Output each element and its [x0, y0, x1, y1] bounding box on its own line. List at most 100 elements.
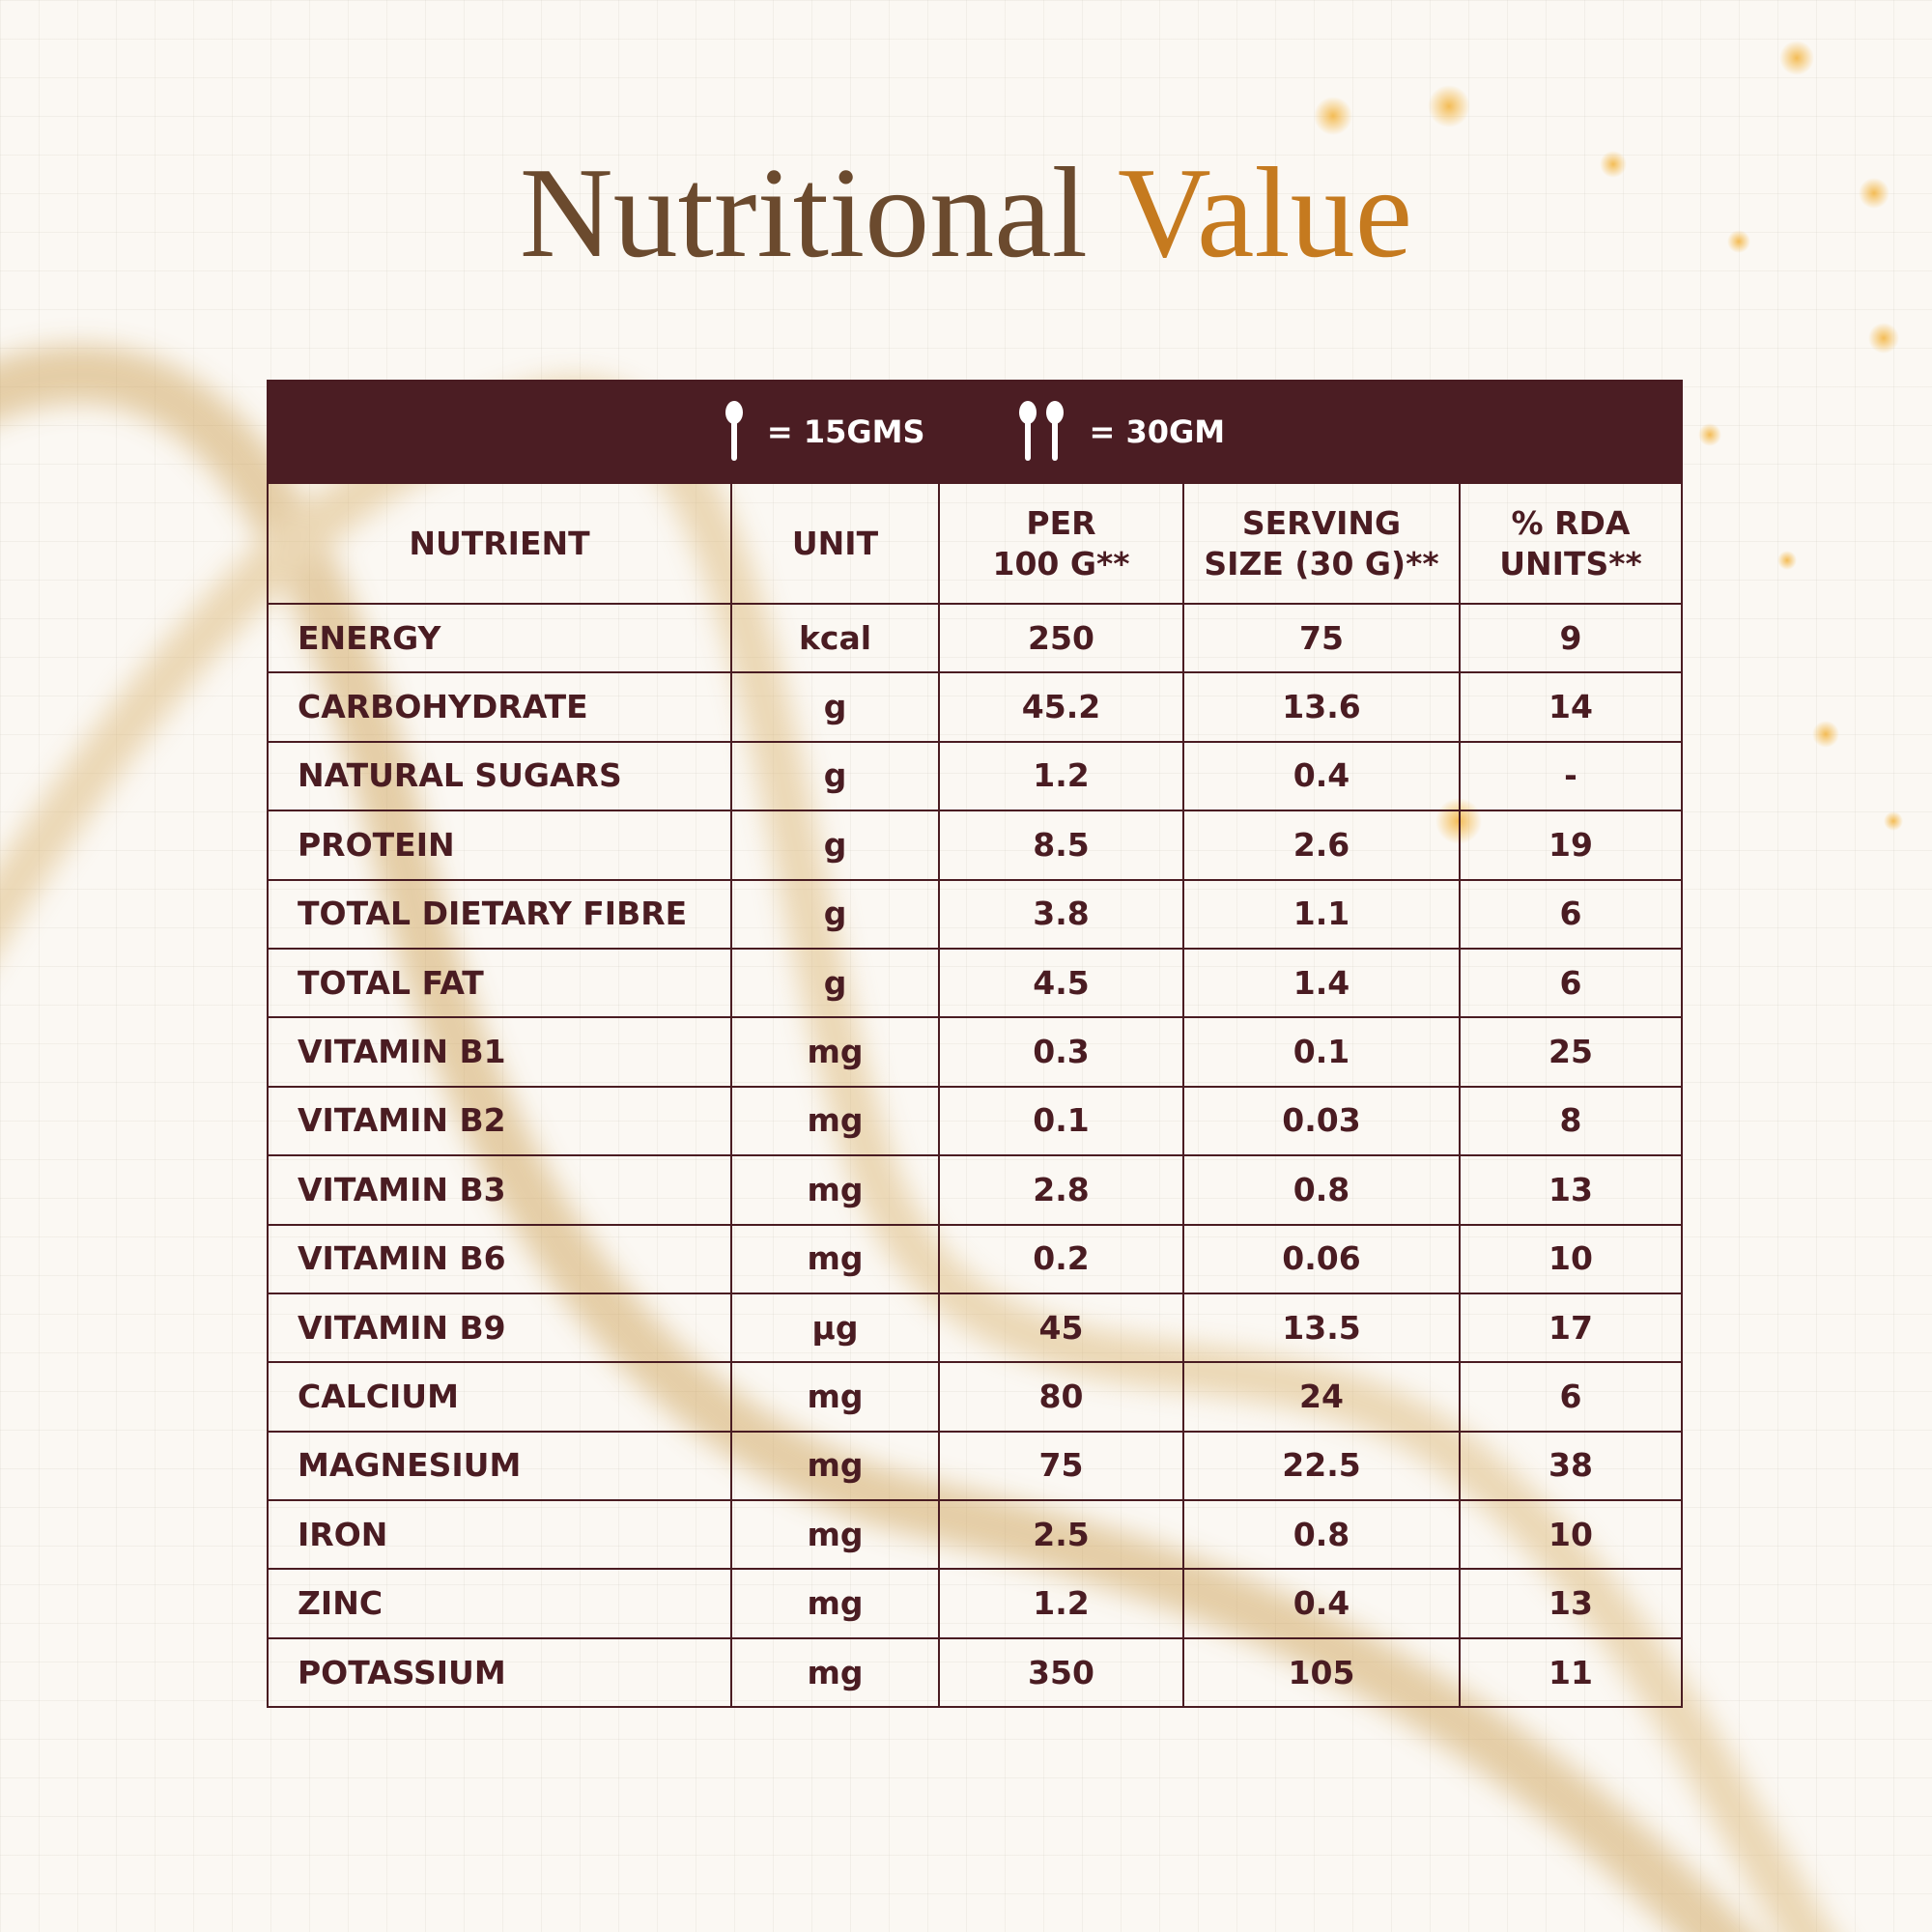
serving-label: = 30GM [1089, 413, 1226, 450]
nutrition-table: = 15GMS = 30GM NUTRIENT UNIT PER 100 G** SER… [267, 380, 1683, 1709]
table-cell: 1.1 [1182, 880, 1459, 948]
nutrient-name: VITAMIN B1 [298, 1033, 506, 1071]
table-cell: g [730, 949, 938, 1017]
table-cell: 0.4 [1182, 1570, 1459, 1637]
nutrient-name: ENERGY [298, 618, 441, 657]
table-cell: mg [730, 1018, 938, 1086]
header-cell: UNIT [730, 484, 938, 603]
table-cell: 350 [938, 1638, 1182, 1707]
table-cell: 0.03 [1182, 1087, 1459, 1155]
table-cell: g [730, 673, 938, 741]
table-cell: 13 [1459, 1156, 1681, 1224]
header-line: NUTRIENT [409, 524, 590, 562]
table-cell: 14 [1459, 673, 1681, 741]
table-row: VITAMIN B6 mg 0.2 0.06 10 [269, 1223, 1681, 1293]
table-cell: 0.8 [1182, 1156, 1459, 1224]
table-cell: mg [730, 1432, 938, 1500]
table-cell: 25 [1459, 1018, 1681, 1086]
nutrient-name: VITAMIN B2 [298, 1101, 506, 1140]
table-cell: 24 [1182, 1363, 1459, 1431]
header-line: UNITS** [1499, 544, 1642, 582]
table-cell: 13 [1459, 1570, 1681, 1637]
table-cell: 75 [938, 1432, 1182, 1500]
table-cell: 6 [1459, 1363, 1681, 1431]
table-cell: 6 [1459, 949, 1681, 1017]
table-cell: mg [730, 1501, 938, 1569]
nutrient-name: IRON [298, 1515, 388, 1553]
table-row: NATURAL SUGARS g 1.2 0.4- [269, 740, 1681, 810]
nutrient-name: CARBOHYDRATE [298, 688, 588, 726]
table-row: CALCIUM mg 80 24 6 [269, 1361, 1681, 1431]
table-cell: 2.5 [938, 1501, 1182, 1569]
table-row: PROTEIN g 8.5 2.6 19 [269, 810, 1681, 879]
header-line: SIZE (30 G)** [1204, 544, 1439, 582]
title-part: Value [1118, 141, 1413, 284]
title-part: Nutritional [519, 141, 1088, 284]
table-cell: g [730, 880, 938, 948]
nutrient-name: TOTAL DIETARY FIBRE [298, 895, 688, 933]
header-line: PER [1026, 503, 1096, 542]
nutrient-name: PROTEIN [298, 825, 455, 864]
table-cell: 0.3 [938, 1018, 1182, 1086]
serving-item: = 30GM [1018, 401, 1226, 463]
table-row: ZINC mg 1.2 0.4 13 [269, 1568, 1681, 1637]
nutrient-name: VITAMIN B9 [298, 1308, 506, 1347]
table-cell: 9 [1459, 605, 1681, 672]
serving-label: = 15GMS [766, 413, 925, 450]
table-cell: - [1459, 742, 1681, 810]
table-row: VITAMIN B9 µg 45 13.5 17 [269, 1292, 1681, 1362]
header-cell: % RDA UNITS** [1459, 484, 1681, 603]
nutrient-name: CALCIUM [298, 1377, 459, 1415]
table-cell: 0.2 [938, 1225, 1182, 1293]
header-line: SERVING [1241, 503, 1402, 542]
table-row: VITAMIN B1 mg 0.3 0.1 25 [269, 1016, 1681, 1086]
table-cell: 17 [1459, 1293, 1681, 1362]
table-row: TOTAL FAT g 4.5 1.4 6 [269, 947, 1681, 1017]
table-cell: 13.5 [1182, 1293, 1459, 1362]
table-cell: mg [730, 1156, 938, 1224]
table-cell: 105 [1182, 1638, 1459, 1707]
table-cell: 1.2 [938, 1570, 1182, 1637]
nutrient-name: TOTAL FAT [298, 963, 484, 1002]
spoon-icon [724, 401, 743, 461]
table-cell: kcal [730, 605, 938, 672]
table-cell: 11 [1459, 1638, 1681, 1707]
nutrient-name: ZINC [298, 1584, 384, 1623]
nutrient-name: VITAMIN B3 [298, 1170, 506, 1208]
header-row: NUTRIENT UNIT PER 100 G** SERVING SIZE (30 G)… [269, 482, 1681, 603]
header-line: 100 G** [992, 544, 1130, 582]
table-cell: 8.5 [938, 811, 1182, 879]
table-cell: mg [730, 1225, 938, 1293]
table-row: CARBOHYDRATE g 45.2 13.6 14 [269, 671, 1681, 741]
table-cell: 1.4 [1182, 949, 1459, 1017]
table-cell: mg [730, 1570, 938, 1637]
table-cell: 19 [1459, 811, 1681, 879]
table-cell: 80 [938, 1363, 1182, 1431]
table-cell: 3.8 [938, 880, 1182, 948]
nutrient-name: NATURAL SUGARS [298, 756, 622, 795]
table-cell: mg [730, 1087, 938, 1155]
table-row: VITAMIN B2 mg 0.1 0.03 8 [269, 1085, 1681, 1155]
nutrient-name: MAGNESIUM [298, 1446, 522, 1485]
table-cell: g [730, 811, 938, 879]
title: Nutritional Value [0, 135, 1932, 290]
table-cell: 4.5 [938, 949, 1182, 1017]
table-cell: 8 [1459, 1087, 1681, 1155]
header-cell: NUTRIENT [269, 484, 730, 603]
spoon-icon [1018, 401, 1064, 461]
table-cell: 0.4 [1182, 742, 1459, 810]
table-cell: 45 [938, 1293, 1182, 1362]
table-cell: 0.06 [1182, 1225, 1459, 1293]
table-cell: 2.6 [1182, 811, 1459, 879]
nutrient-name: VITAMIN B6 [298, 1239, 506, 1278]
table-row: ENERGY kcal 250 75 9 [269, 603, 1681, 672]
table-cell: 1.2 [938, 742, 1182, 810]
table-cell: 0.1 [1182, 1018, 1459, 1086]
header-line: UNIT [791, 524, 879, 562]
table-cell: 10 [1459, 1225, 1681, 1293]
table-row: IRON mg 2.5 0.8 10 [269, 1499, 1681, 1569]
serving-item: = 15GMS [724, 401, 925, 463]
header-cell: PER 100 G** [938, 484, 1182, 603]
